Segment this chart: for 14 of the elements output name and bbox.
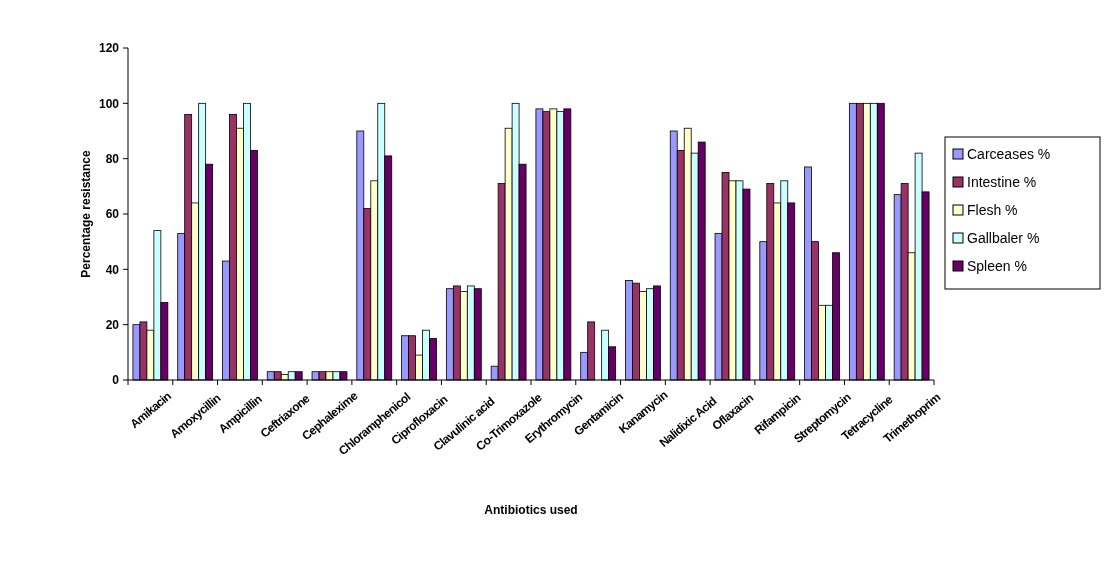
legend-label: Gallbaler % xyxy=(967,229,1040,246)
y-tick-label: 100 xyxy=(98,96,120,111)
y-tick-label: 40 xyxy=(105,262,120,277)
y-tick-label: 120 xyxy=(98,41,120,56)
y-tick-label: 0 xyxy=(112,373,120,388)
legend-label: Carceases % xyxy=(967,145,1051,162)
y-tick-label: 80 xyxy=(105,151,120,166)
x-axis-title: Antibiotics used xyxy=(484,503,578,517)
y-tick-label: 20 xyxy=(105,317,120,332)
y-tick-label: 60 xyxy=(105,207,120,222)
legend-label: Intestine % xyxy=(967,173,1037,190)
legend-label: Spleen % xyxy=(967,257,1027,274)
legend-label: Flesh % xyxy=(967,201,1018,218)
y-axis-title: Percentage resistance xyxy=(79,149,93,278)
